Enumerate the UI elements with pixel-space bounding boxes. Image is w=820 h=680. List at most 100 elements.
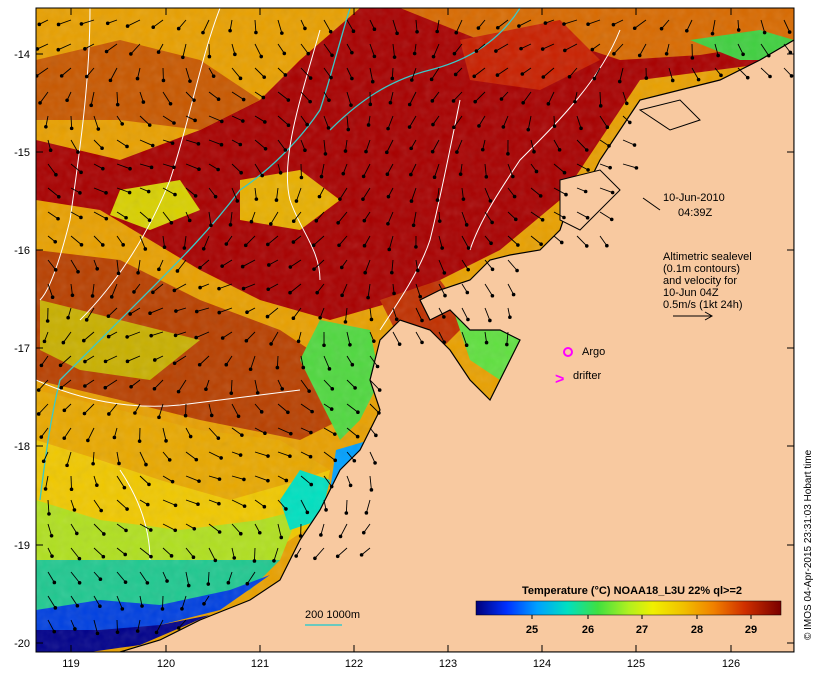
velocity-arrow <box>254 67 265 78</box>
colorbar-ticks: 25 26 27 28 29 <box>526 615 757 636</box>
velocity-arrow <box>569 67 578 78</box>
velocity-arrow-head <box>282 51 287 56</box>
velocity-arrow <box>231 427 243 436</box>
velocity-arrow-head <box>637 53 642 58</box>
lat-tick-label: -20 <box>14 638 30 650</box>
velocity-arrow <box>231 187 238 202</box>
velocity-arrow-head <box>100 146 104 151</box>
velocity-arrow-head <box>296 339 301 344</box>
velocity-arrow-head <box>741 52 745 57</box>
velocity-arrow-head <box>488 318 492 323</box>
velocity-arrow <box>162 211 172 224</box>
velocity-arrow-head <box>109 295 114 299</box>
velocity-arrow-head <box>377 411 381 415</box>
velocity-arrow-head <box>104 216 109 221</box>
velocity-arrow-head <box>149 333 153 338</box>
velocity-arrow-head <box>252 559 257 563</box>
velocity-arrow <box>454 43 463 54</box>
velocity-arrow-head <box>590 47 595 52</box>
velocity-arrow-head <box>144 462 148 467</box>
velocity-arrow-head <box>452 125 456 130</box>
velocity-arrow <box>162 499 176 506</box>
velocity-arrow <box>116 91 119 105</box>
velocity-arrow-head <box>145 502 150 507</box>
velocity-arrow-head <box>148 528 153 532</box>
velocity-arrow-head <box>634 166 639 170</box>
velocity-arrow <box>246 571 256 584</box>
velocity-arrow-head <box>607 144 611 148</box>
velocity-arrow <box>386 139 394 153</box>
velocity-arrow-head <box>242 477 246 482</box>
velocity-arrow <box>93 595 101 607</box>
velocity-arrow-head <box>124 215 128 220</box>
velocity-arrow <box>62 331 72 343</box>
velocity-arrow-head <box>73 627 77 631</box>
velocity-arrow <box>183 235 187 249</box>
velocity-arrow-head <box>229 391 234 396</box>
velocity-arrow <box>415 19 418 32</box>
velocity-arrow <box>411 67 417 81</box>
velocity-arrow-head <box>340 293 344 298</box>
velocity-arrow-head <box>430 149 435 154</box>
velocity-arrow-head <box>125 335 129 339</box>
velocity-arrow <box>139 211 150 221</box>
velocity-arrow <box>202 19 210 33</box>
velocity-arrow-head <box>280 31 284 35</box>
velocity-arrow <box>346 379 356 389</box>
velocity-arrow-head <box>319 533 323 537</box>
velocity-arrow <box>369 67 374 82</box>
velocity-arrow-head <box>37 22 42 27</box>
velocity-arrow <box>92 283 95 297</box>
velocity-arrow-head <box>372 27 377 32</box>
velocity-arrow <box>162 163 175 168</box>
velocity-arrow <box>547 91 555 105</box>
velocity-arrow-head <box>534 169 539 174</box>
velocity-arrow-head <box>624 101 629 106</box>
velocity-arrow-head <box>263 120 267 124</box>
velocity-arrow-head <box>305 122 309 127</box>
velocity-arrow-head <box>472 74 477 79</box>
velocity-arrow-head <box>36 412 41 416</box>
velocity-arrow-head <box>135 629 140 633</box>
velocity-arrow <box>527 115 532 130</box>
velocity-arrow-head <box>137 439 142 443</box>
velocity-arrow-head <box>157 267 161 272</box>
velocity-arrow-head <box>410 78 414 82</box>
colorbar-tick-label: 26 <box>582 624 594 636</box>
velocity-arrow-head <box>133 411 137 415</box>
velocity-arrow <box>553 163 565 174</box>
velocity-arrow <box>364 259 371 273</box>
velocity-arrow-head <box>198 285 202 290</box>
velocity-arrow-head <box>474 49 479 53</box>
velocity-arrow <box>530 235 542 245</box>
velocity-arrow-head <box>605 243 609 248</box>
velocity-arrow <box>316 283 325 293</box>
velocity-arrow <box>507 235 519 246</box>
velocity-arrow-head <box>151 290 155 295</box>
velocity-arrow-head <box>167 458 172 462</box>
velocity-arrow <box>70 571 80 584</box>
velocity-arrow-head <box>409 199 414 203</box>
velocity-arrow-head <box>608 165 612 170</box>
velocity-arrow <box>323 427 336 435</box>
velocity-arrow <box>437 187 440 201</box>
velocity-arrow <box>90 91 95 106</box>
velocity-arrow <box>507 283 514 295</box>
colorbar: Temperature (°C) NOAA18_L3U 22% ql>=2 25… <box>475 585 782 636</box>
velocity-arrow <box>712 19 716 34</box>
velocity-arrow-head <box>275 365 280 370</box>
velocity-arrow-head <box>465 290 470 295</box>
velocity-arrow-head <box>124 528 128 533</box>
velocity-arrow-head <box>117 461 121 466</box>
velocity-arrow-head <box>611 22 616 27</box>
velocity-arrow <box>369 355 378 367</box>
velocity-arrow-head <box>499 97 504 101</box>
velocity-arrow-head <box>207 54 212 59</box>
drifter-marker-icon: > <box>555 371 564 388</box>
velocity-arrow <box>218 283 233 290</box>
velocity-arrow <box>105 379 118 389</box>
velocity-arrow-head <box>96 127 101 131</box>
velocity-arrow <box>388 235 394 250</box>
velocity-arrow-head <box>307 389 311 393</box>
velocity-arrow <box>484 259 493 270</box>
